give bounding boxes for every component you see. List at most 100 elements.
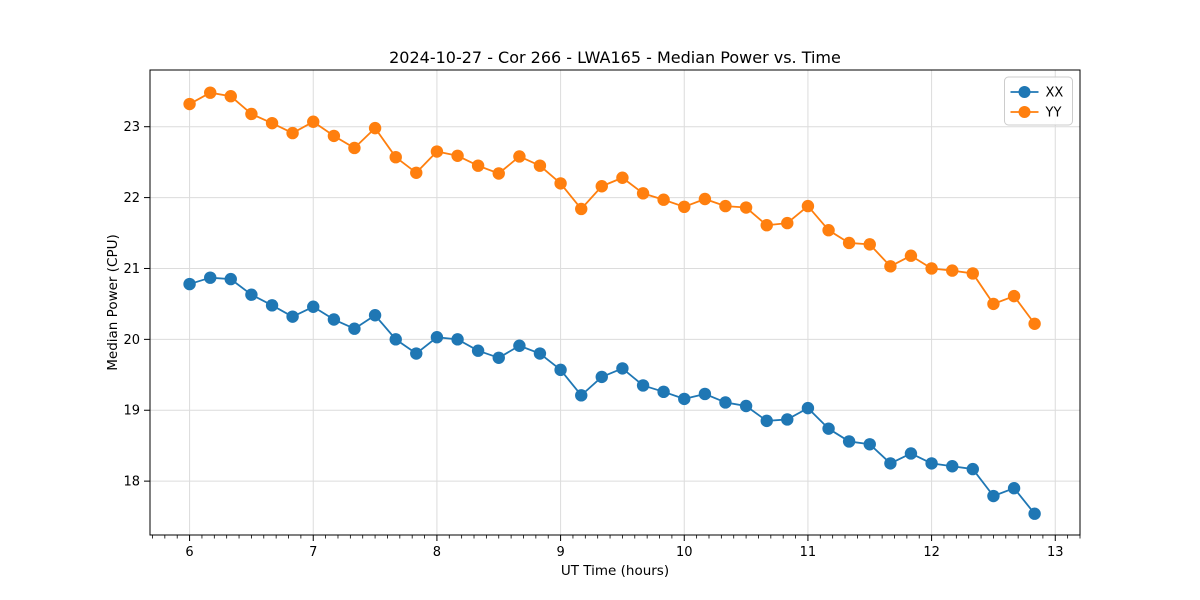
data-point-yy	[245, 107, 258, 121]
data-point-yy	[430, 145, 444, 158]
y-axis-label: Median Power (CPU)	[105, 234, 121, 370]
data-point-xx	[719, 396, 732, 409]
data-point-xx	[636, 379, 650, 392]
data-point-xx	[863, 438, 876, 451]
x-tick-label: 9	[556, 545, 564, 560]
series-line-yy	[189, 91, 1036, 325]
data-point-xx	[368, 309, 382, 322]
data-point-yy	[925, 262, 938, 275]
data-point-yy	[513, 150, 526, 163]
y-tick-label: 19	[123, 404, 140, 419]
data-point-yy	[1007, 289, 1021, 303]
y-tick-label: 21	[123, 262, 140, 277]
axis-ticks	[144, 126, 1081, 541]
data-point-xx	[348, 322, 361, 335]
data-point-xx	[801, 401, 815, 415]
data-point-xx	[451, 333, 464, 346]
data-point-xx	[245, 288, 258, 301]
data-point-xx	[781, 413, 794, 426]
data-point-xx	[204, 271, 217, 284]
data-point-xx	[842, 435, 856, 448]
data-point-xx	[554, 363, 567, 377]
plot-series	[183, 86, 1041, 520]
data-point-yy	[265, 116, 279, 130]
plot-border	[149, 69, 1081, 536]
data-point-yy	[348, 141, 361, 155]
legend-box	[1004, 76, 1073, 126]
data-point-xx	[224, 272, 237, 286]
data-point-yy	[616, 171, 629, 184]
data-point-xx	[389, 333, 402, 346]
data-point-xx	[265, 299, 279, 312]
data-point-yy	[966, 267, 979, 280]
data-point-xx	[987, 489, 1000, 503]
x-tick-label: 7	[309, 545, 317, 560]
data-point-xx	[183, 277, 196, 291]
data-point-xx	[471, 344, 485, 357]
data-point-yy	[987, 297, 1000, 311]
data-point-yy	[368, 121, 382, 135]
x-tick-label: 11	[800, 545, 817, 560]
data-point-xx	[698, 387, 712, 401]
data-point-yy	[904, 249, 918, 262]
data-point-yy	[327, 129, 341, 143]
data-point-yy	[471, 159, 485, 172]
data-point-xx	[966, 462, 979, 476]
data-point-xx	[307, 300, 320, 313]
grid-lines	[150, 70, 1080, 535]
y-tick-label: 20	[123, 333, 140, 348]
data-point-yy	[760, 219, 773, 232]
data-point-yy	[1028, 317, 1041, 330]
legend-label-yy: YY	[1045, 106, 1062, 121]
x-tick-label: 6	[185, 545, 193, 560]
data-point-yy	[451, 149, 464, 162]
x-tick-label: 13	[1047, 545, 1064, 560]
data-point-yy	[183, 97, 196, 111]
data-point-xx	[657, 385, 670, 399]
data-point-xx	[430, 331, 444, 344]
data-point-yy	[410, 166, 423, 179]
x-tick-label: 8	[433, 545, 441, 560]
data-point-yy	[554, 177, 567, 190]
data-point-xx	[739, 399, 753, 413]
data-point-xx	[286, 310, 299, 323]
data-point-xx	[1028, 507, 1041, 520]
data-point-xx	[595, 370, 608, 384]
data-point-yy	[822, 223, 835, 237]
data-point-xx	[327, 313, 341, 326]
data-point-yy	[595, 180, 608, 193]
data-point-xx	[533, 347, 547, 360]
data-point-xx	[925, 457, 938, 470]
data-point-yy	[492, 167, 505, 180]
legend-label-xx: XX	[1046, 86, 1064, 101]
data-point-yy	[739, 201, 753, 214]
data-point-xx	[678, 392, 691, 406]
data-point-xx	[616, 362, 629, 375]
data-point-xx	[760, 414, 773, 428]
legend-marker	[1018, 86, 1031, 98]
x-axis-label: UT Time (hours)	[561, 563, 669, 579]
data-point-xx	[946, 460, 959, 473]
data-point-yy	[884, 260, 897, 273]
y-tick-label: 22	[123, 191, 140, 206]
data-point-yy	[204, 86, 217, 99]
y-tick-label: 18	[123, 475, 140, 490]
legend: XX YY	[1004, 76, 1073, 126]
data-point-xx	[410, 347, 423, 360]
chart-title: 2024-10-27 - Cor 266 - LWA165 - Median P…	[389, 48, 841, 67]
tick-labels: 6 7 8 9 10 11 12 13 18 19 20 21 22 23	[123, 120, 1063, 560]
data-point-yy	[307, 115, 320, 128]
data-point-yy	[842, 236, 856, 250]
data-point-yy	[719, 199, 732, 213]
data-point-yy	[678, 200, 691, 214]
data-point-yy	[863, 238, 876, 251]
data-point-yy	[636, 187, 650, 200]
data-point-yy	[657, 193, 670, 206]
data-point-xx	[513, 339, 526, 352]
data-point-yy	[575, 202, 588, 216]
data-point-yy	[781, 216, 794, 230]
data-point-xx	[884, 457, 897, 470]
y-tick-label: 23	[123, 120, 140, 135]
